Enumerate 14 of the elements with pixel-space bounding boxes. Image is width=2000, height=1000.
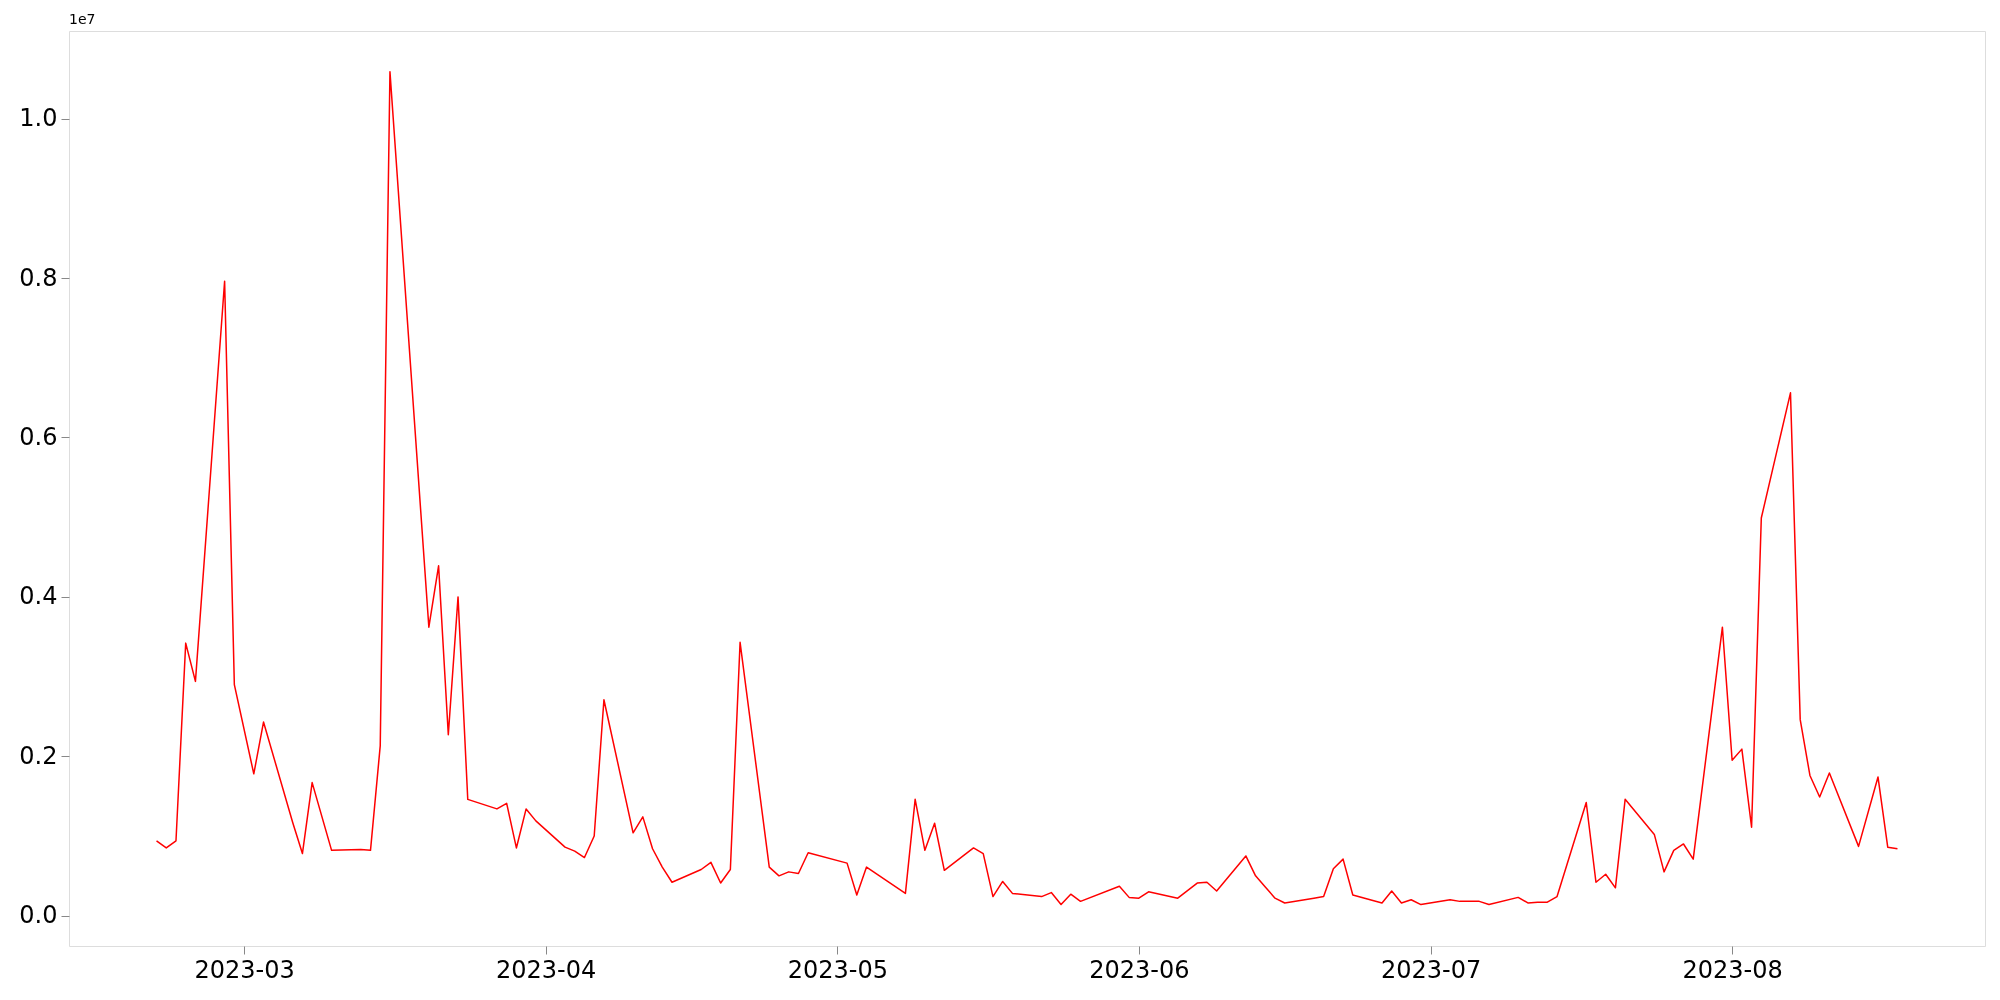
y-tick-label: 0.2 — [19, 741, 58, 770]
y-tick-label: 0.6 — [19, 422, 58, 451]
x-tick-label: 2023-04 — [495, 955, 597, 984]
y-tick-label: 0.4 — [19, 582, 58, 611]
x-tick-label: 2023-07 — [1380, 955, 1482, 984]
x-tick-label: 2023-08 — [1682, 955, 1783, 984]
x-tick-label: 2023-06 — [1089, 955, 1190, 984]
text: 1e7 — [69, 11, 96, 27]
x-tick-label: 2023-05 — [787, 955, 888, 984]
y-tick-label: 0.0 — [19, 901, 58, 930]
y-tick-label: 0.8 — [19, 263, 58, 292]
x-tick-label: 2023-03 — [194, 955, 295, 984]
line-series — [155, 70, 1899, 906]
y-tick-label: 1.0 — [19, 104, 58, 133]
